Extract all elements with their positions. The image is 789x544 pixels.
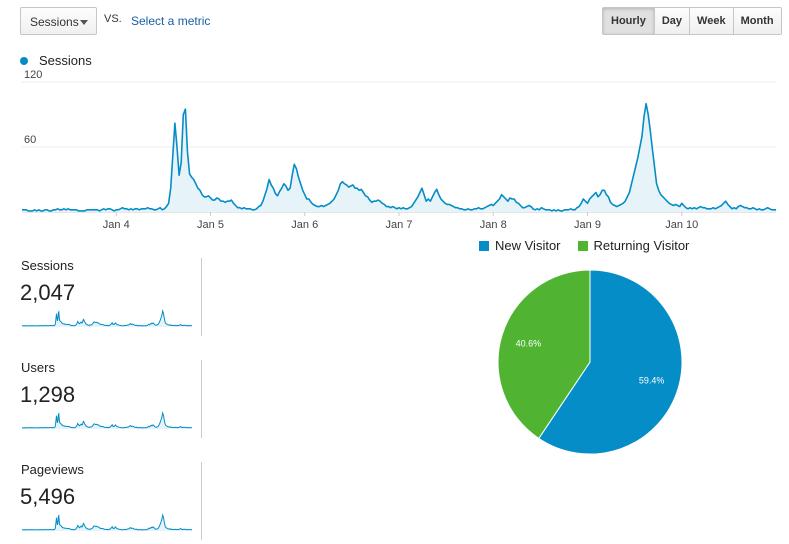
visitor-pie-chart: 59.4% 40.6% (497, 269, 683, 455)
sparkline-pageviews (22, 513, 192, 531)
metric-value-pageviews: 5,496 (20, 484, 76, 509)
metric-value-sessions: 2,047 (20, 280, 76, 305)
y-axis-ticks: 120 60 (24, 70, 42, 146)
sparkline-area (22, 515, 192, 531)
chevron-down-icon (80, 20, 88, 25)
x-tick-label: Jan 10 (665, 219, 698, 230)
x-tick-label: Jan 9 (574, 219, 601, 230)
x-tick-label: Jan 4 (103, 219, 130, 230)
day-button[interactable]: Day (653, 8, 690, 34)
sparkline-sessions (22, 309, 192, 327)
granularity-toggle: Hourly Day Week Month (602, 7, 782, 35)
select-metric-link[interactable]: Select a metric (131, 14, 211, 28)
pie-legend: New Visitor Returning Visitor (479, 238, 689, 253)
y-tick-label: 120 (24, 70, 42, 81)
metric-title-pageviews: Pageviews (21, 462, 84, 477)
x-tick-label: Jan 6 (291, 219, 318, 230)
legend-dot-icon (20, 56, 28, 65)
metric-divider (201, 462, 202, 540)
month-button[interactable]: Month (732, 8, 781, 34)
legend-new-visitor: New Visitor (495, 238, 561, 253)
legend-label-sessions: Sessions (39, 53, 92, 68)
metric-select[interactable]: Sessions (20, 7, 97, 35)
metric-title-sessions: Sessions (21, 258, 74, 273)
y-tick-label: 60 (24, 134, 36, 146)
pie-slice-returning-visitor[interactable] (497, 269, 591, 440)
chart-legend: Sessions (20, 53, 92, 68)
metric-value-users: 1,298 (20, 382, 76, 407)
hourly-button[interactable]: Hourly (603, 8, 654, 34)
returning-visitor-swatch-icon (577, 240, 588, 251)
x-tick-label: Jan 8 (480, 219, 507, 230)
x-tick-label: Jan 5 (197, 219, 224, 230)
sparkline-line (22, 513, 192, 531)
pie-slice-label: 40.6% (516, 338, 542, 348)
legend-returning-visitor: Returning Visitor (593, 238, 690, 253)
metric-divider (201, 360, 202, 438)
week-button[interactable]: Week (689, 8, 733, 34)
x-tick-label: Jan 7 (386, 219, 413, 230)
chart-grid (22, 81, 776, 213)
x-axis-ticks: Jan 4 Jan 5 Jan 6 Jan 7 Jan 8 Jan 9 Jan 10 (103, 212, 698, 230)
sparkline-line (22, 309, 192, 327)
metric-title-users: Users (21, 360, 55, 375)
pie-slice-label: 59.4% (639, 376, 665, 386)
sessions-line (22, 102, 776, 212)
metric-select-label: Sessions (30, 15, 79, 29)
sparkline-area (22, 311, 192, 327)
sparkline-users (22, 411, 192, 429)
new-visitor-swatch-icon (479, 240, 489, 251)
metric-divider (201, 258, 202, 336)
vs-label: VS. (104, 13, 122, 25)
sparkline-line (22, 411, 192, 429)
sparkline-area (22, 413, 192, 429)
pie-slice-new-visitor[interactable] (538, 269, 683, 455)
